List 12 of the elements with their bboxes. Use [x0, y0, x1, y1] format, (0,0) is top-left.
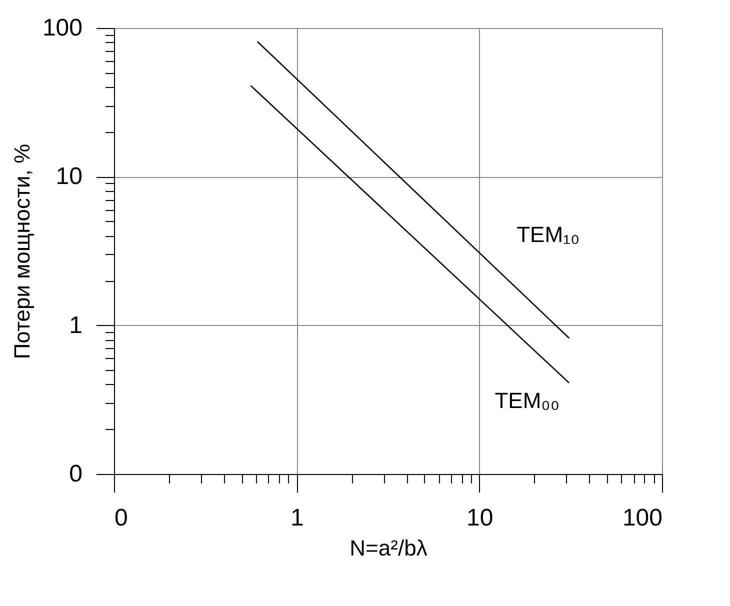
x-tick-label: 1 — [290, 504, 304, 532]
annotation: TEM₀₀ — [494, 388, 560, 413]
y-tick-label: 10 — [56, 163, 82, 190]
y-tick-label: 1 — [69, 312, 82, 339]
x-axis-title: N=a²/bλ — [350, 536, 428, 560]
x-tick-label: 0 — [114, 504, 128, 532]
y-tick-label: 0 — [69, 460, 82, 488]
annotation: TEM₁₀ — [516, 222, 580, 248]
x-tick-label: 100 — [622, 504, 662, 532]
y-axis-title: Потери мощности, % — [9, 144, 34, 360]
x-tick-label: 10 — [466, 504, 494, 532]
y-tick-label: 100 — [42, 14, 82, 42]
